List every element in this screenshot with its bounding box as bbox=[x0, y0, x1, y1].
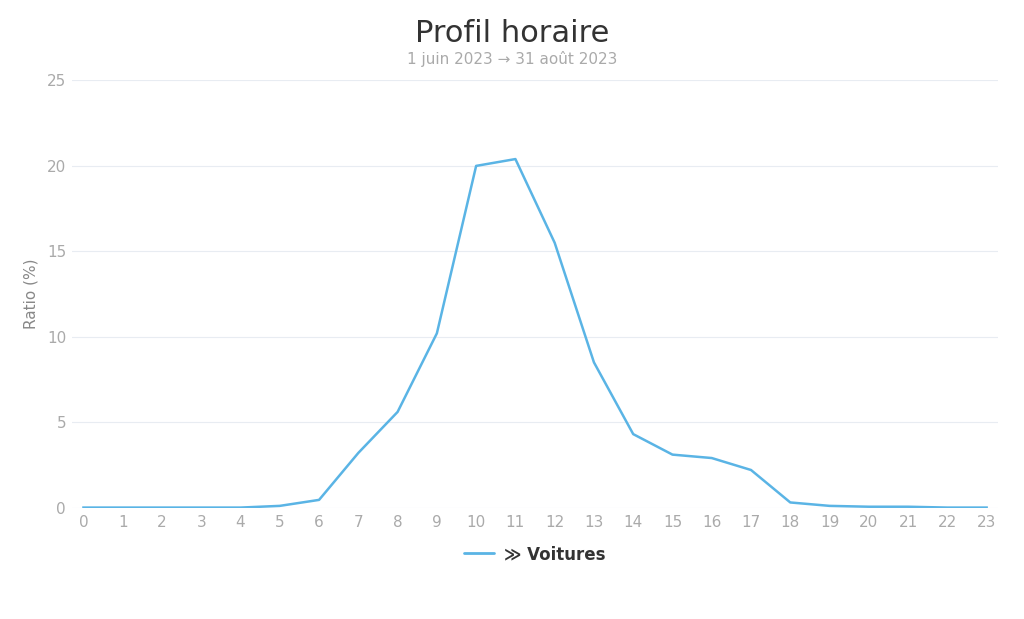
Text: Profil horaire: Profil horaire bbox=[415, 19, 609, 48]
Legend: ≫ Voitures: ≫ Voitures bbox=[458, 539, 612, 569]
Y-axis label: Ratio (%): Ratio (%) bbox=[24, 259, 39, 329]
Text: 1 juin 2023 → 31 août 2023: 1 juin 2023 → 31 août 2023 bbox=[407, 51, 617, 67]
